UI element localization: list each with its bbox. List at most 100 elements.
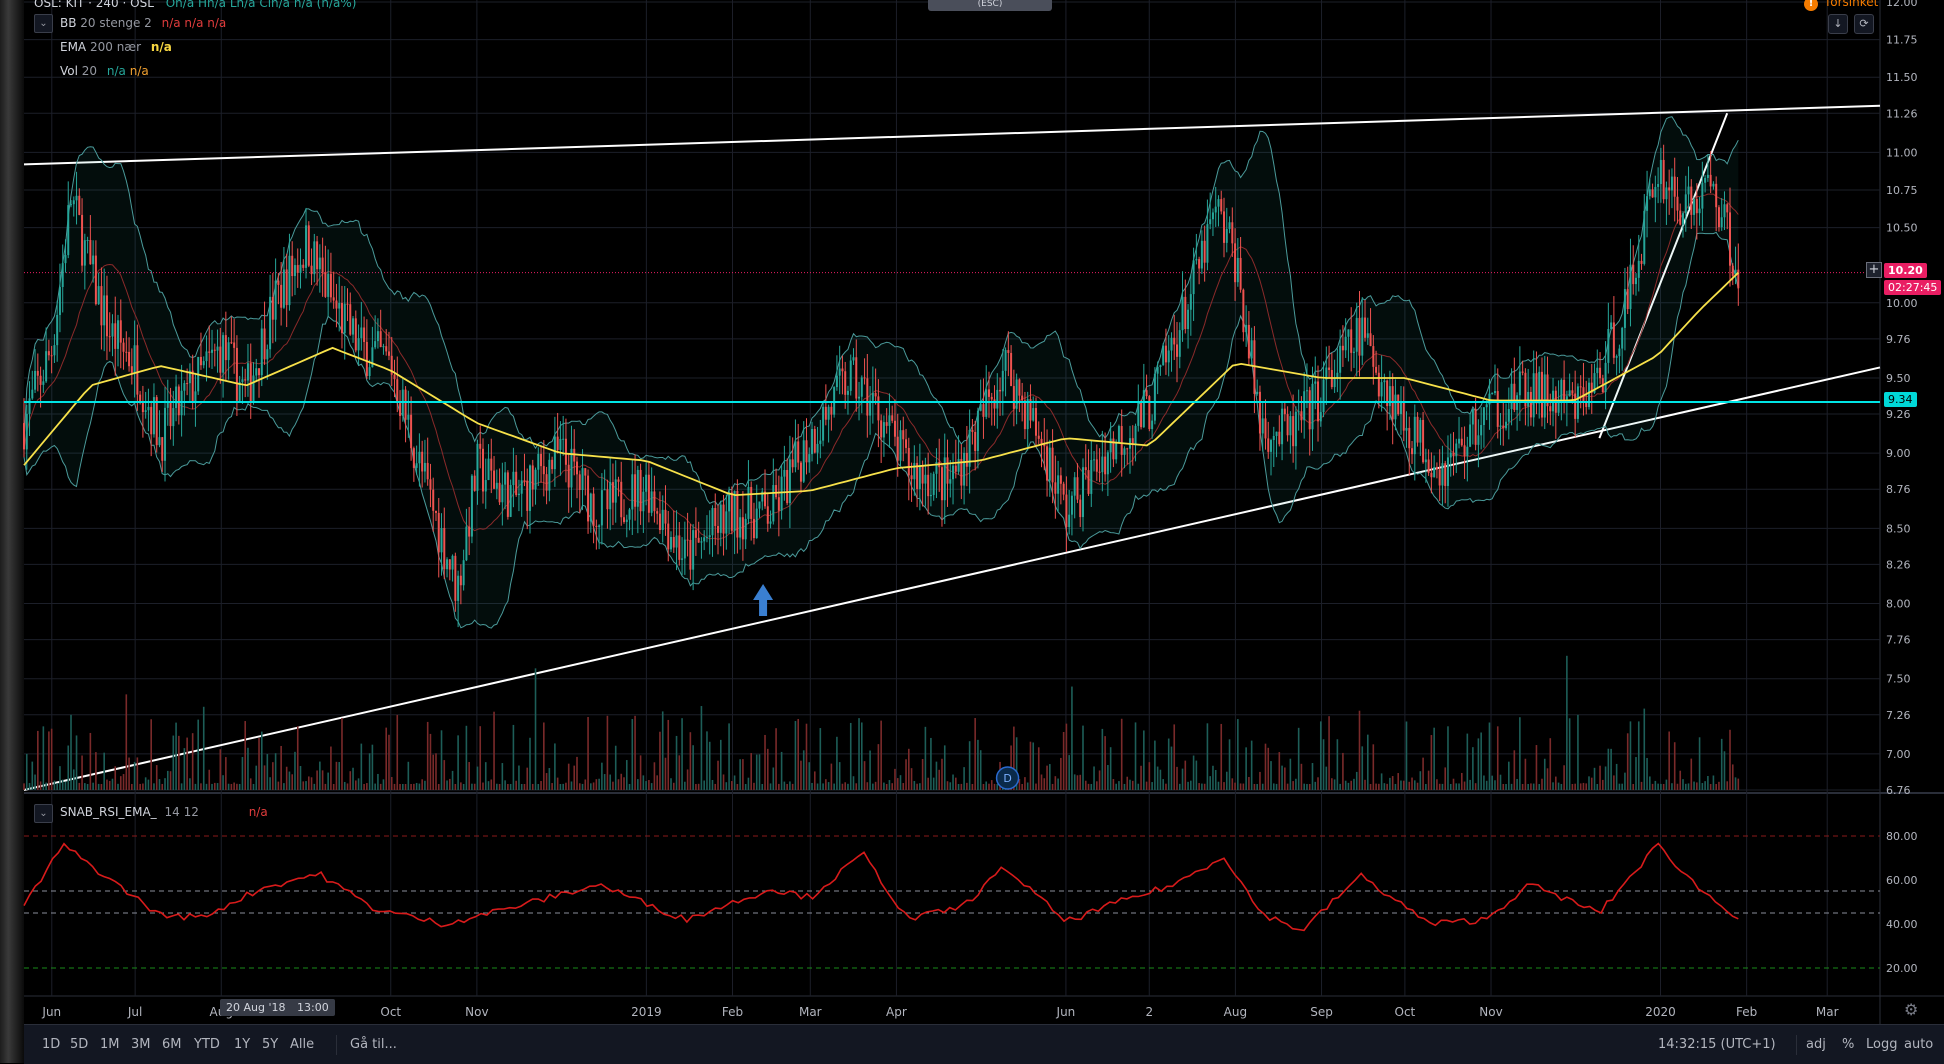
candle-body <box>1704 177 1707 183</box>
volume-bar <box>61 779 64 790</box>
candle-body <box>777 497 780 511</box>
volume-bar <box>72 769 75 790</box>
candle-body <box>1693 199 1696 215</box>
log-toggle[interactable]: Logg <box>1866 1037 1898 1052</box>
candle-body <box>440 527 443 553</box>
warning-icon[interactable]: ! <box>1804 0 1818 11</box>
volume-bar <box>554 743 556 790</box>
legend-vol[interactable]: Vol 20 n/a n/a <box>60 64 149 78</box>
tf-all[interactable]: Alle <box>290 1037 315 1052</box>
candle-body <box>1234 243 1237 283</box>
candle-body <box>199 356 202 366</box>
settings-gear-icon[interactable]: ⚙ <box>1904 1000 1919 1019</box>
candle-body <box>882 422 885 438</box>
candle-body <box>1441 463 1444 486</box>
volume-bar <box>1018 779 1021 790</box>
tf-5y[interactable]: 5Y <box>262 1037 279 1052</box>
auto-toggle[interactable]: auto <box>1904 1037 1934 1052</box>
volume-bar <box>836 736 838 790</box>
legend-bb-params: 20 stenge 2 <box>80 16 152 30</box>
candle-body <box>1123 448 1126 455</box>
legend-ema[interactable]: EMA 200 nær n/a <box>60 40 172 54</box>
volume-bar <box>1604 766 1607 790</box>
candle-body <box>376 331 379 342</box>
volume-bar <box>1635 757 1637 790</box>
goto-date-button[interactable]: Gå til... <box>350 1037 397 1052</box>
volume-bar <box>385 727 388 790</box>
volume-bar <box>440 730 443 790</box>
legend-bb[interactable]: BB 20 stenge 2 n/a n/a n/a <box>60 16 226 30</box>
volume-bar <box>1308 783 1311 790</box>
candle-body <box>1117 426 1120 443</box>
volume-bar <box>1057 778 1059 790</box>
tf-1d[interactable]: 1D <box>42 1037 61 1052</box>
refresh-icon[interactable]: ⟳ <box>1854 14 1874 34</box>
candle-body <box>672 537 675 548</box>
candle-body <box>1513 383 1516 410</box>
candle-body <box>678 535 681 560</box>
volume-bar <box>1272 783 1275 790</box>
volume-bar <box>946 781 949 790</box>
volume-bar <box>158 779 161 790</box>
volume-bar <box>880 720 882 790</box>
tf-3m[interactable]: 3M <box>131 1037 151 1052</box>
candle-body <box>147 406 150 411</box>
add-order-icon[interactable]: + <box>1866 262 1882 278</box>
candle-body <box>1267 438 1270 452</box>
candle-body <box>70 204 73 206</box>
tf-1y[interactable]: 1Y <box>234 1037 251 1052</box>
candle-body <box>390 355 393 375</box>
percent-toggle[interactable]: % <box>1842 1037 1855 1052</box>
volume-bar <box>1566 655 1568 790</box>
candle-body <box>1560 379 1563 402</box>
candle-body <box>340 302 343 334</box>
collapse-legend-button[interactable]: ⌄ <box>34 14 53 33</box>
candle-body <box>1256 391 1259 394</box>
collapse-rsi-button[interactable]: ⌄ <box>34 804 53 823</box>
candle-body <box>1170 337 1173 351</box>
volume-bar <box>1707 776 1709 790</box>
download-icon[interactable]: ↓ <box>1828 14 1848 34</box>
volume-bar <box>1259 771 1261 790</box>
candle-body <box>772 485 775 522</box>
volume-bar <box>487 781 490 790</box>
price-tick-label: 8.00 <box>1886 598 1911 611</box>
candle-body <box>114 323 117 349</box>
candle-body <box>128 351 131 367</box>
candle-body <box>940 467 943 501</box>
volume-bar <box>1060 757 1062 790</box>
candle-body <box>722 504 725 534</box>
candle-body <box>1200 240 1203 269</box>
volume-bar <box>95 752 97 790</box>
candle-body <box>1181 296 1184 331</box>
candle-body <box>921 465 924 484</box>
volume-bar <box>960 783 963 790</box>
volume-bar <box>689 732 692 790</box>
volume-bar <box>1248 776 1250 790</box>
tf-6m[interactable]: 6M <box>162 1037 182 1052</box>
current-price-tag: 10.20 <box>1884 263 1927 278</box>
volume-bar <box>1684 783 1687 790</box>
tf-ytd[interactable]: YTD <box>194 1037 220 1052</box>
volume-bar <box>778 783 780 790</box>
volume-bar <box>1107 765 1109 790</box>
candle-body <box>736 490 739 538</box>
volume-bar <box>725 782 728 790</box>
tf-1m[interactable]: 1M <box>100 1037 120 1052</box>
volume-bar <box>1646 757 1648 790</box>
rsi-legend[interactable]: SNAB_RSI_EMA_ 14 12 n/a <box>60 805 268 819</box>
volume-bar <box>407 761 410 790</box>
volume-bar <box>1087 783 1090 790</box>
candle-body <box>1156 366 1159 374</box>
legend-ohlc: Ön/a Hn/a Ln/a Cln/a n/a (n/a%) <box>165 0 357 10</box>
volume-bar <box>202 706 205 790</box>
volume-bar <box>1024 777 1026 790</box>
candle-body <box>119 320 122 343</box>
tf-5d[interactable]: 5D <box>70 1037 89 1052</box>
clock[interactable]: 14:32:15 (UTC+1) <box>1658 1037 1776 1052</box>
candle-body <box>368 367 371 376</box>
adj-toggle[interactable]: adj <box>1806 1037 1826 1052</box>
esc-hint[interactable]: (ESC) <box>928 0 1052 11</box>
candle-body <box>1657 184 1660 187</box>
